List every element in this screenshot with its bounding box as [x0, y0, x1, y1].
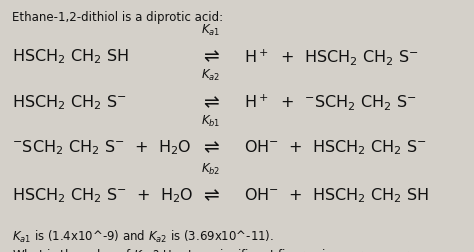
- Text: $K_{b1}$: $K_{b1}$: [201, 113, 220, 129]
- Text: OH$^{-}$  +  HSCH$_2$ CH$_2$ SH: OH$^{-}$ + HSCH$_2$ CH$_2$ SH: [244, 186, 429, 205]
- Text: ⇌: ⇌: [203, 138, 219, 157]
- Text: $K_{b2}$: $K_{b2}$: [201, 161, 220, 176]
- Text: $^{-}$SCH$_2$ CH$_2$ S$^{-}$  +  H$_2$O: $^{-}$SCH$_2$ CH$_2$ S$^{-}$ + H$_2$O: [12, 138, 191, 157]
- Text: ⇌: ⇌: [203, 47, 219, 66]
- Text: ⇌: ⇌: [203, 186, 219, 205]
- Text: HSCH$_2$ CH$_2$ S$^{-}$: HSCH$_2$ CH$_2$ S$^{-}$: [12, 93, 127, 111]
- Text: HSCH$_2$ CH$_2$ SH: HSCH$_2$ CH$_2$ SH: [12, 47, 129, 66]
- Text: H$^+$  +  $^{-}$SCH$_2$ CH$_2$ S$^{-}$: H$^+$ + $^{-}$SCH$_2$ CH$_2$ S$^{-}$: [244, 92, 417, 112]
- Text: $K_{a1}$ is (1.4x10^-9) and $K_{a2}$ is (3.69x10^-11).: $K_{a1}$ is (1.4x10^-9) and $K_{a2}$ is …: [12, 228, 274, 244]
- Text: $K_{a2}$: $K_{a2}$: [201, 68, 220, 83]
- Text: H$^+$  +  HSCH$_2$ CH$_2$ S$^{-}$: H$^+$ + HSCH$_2$ CH$_2$ S$^{-}$: [244, 47, 419, 67]
- Text: Ethane-1,2-dithiol is a diprotic acid:: Ethane-1,2-dithiol is a diprotic acid:: [12, 11, 223, 24]
- Text: What is the value of $K_{b2}$? Use two significant figures in your answer.: What is the value of $K_{b2}$? Use two s…: [12, 246, 413, 252]
- Text: $K_{a1}$: $K_{a1}$: [201, 23, 220, 38]
- Text: OH$^{-}$  +  HSCH$_2$ CH$_2$ S$^{-}$: OH$^{-}$ + HSCH$_2$ CH$_2$ S$^{-}$: [244, 138, 427, 157]
- Text: ⇌: ⇌: [203, 92, 219, 112]
- Text: HSCH$_2$ CH$_2$ S$^{-}$  +  H$_2$O: HSCH$_2$ CH$_2$ S$^{-}$ + H$_2$O: [12, 186, 193, 205]
